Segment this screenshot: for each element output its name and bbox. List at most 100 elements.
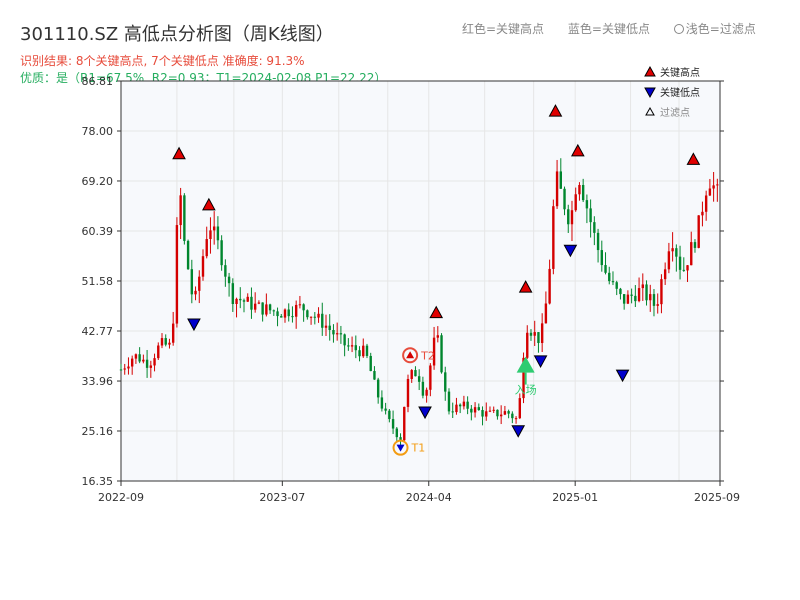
entry-marker [516, 356, 535, 373]
candle-body [194, 290, 197, 295]
candle-body [298, 304, 302, 306]
candle-body [306, 310, 309, 318]
candle-body [302, 304, 305, 311]
candle-body [403, 406, 406, 441]
x-tick-label: 2025-09 [694, 491, 740, 504]
candle-body [417, 376, 421, 382]
candle-body [373, 371, 376, 380]
candle-body [253, 303, 257, 310]
candle-body [425, 389, 428, 396]
key-low-marker [615, 369, 630, 383]
candle-body [179, 195, 182, 226]
candle-body [216, 226, 220, 241]
key-high-marker [202, 197, 216, 211]
legend-low-icon [644, 87, 656, 99]
candle-body [324, 325, 328, 328]
candle-body [481, 410, 484, 417]
legend-blue-label: 蓝色=关键低点 [567, 22, 650, 36]
candle-body [157, 345, 160, 359]
candle-body [414, 370, 417, 377]
candle-body [451, 411, 454, 413]
legend-filtered-icon [645, 106, 655, 116]
candle-body [518, 398, 522, 419]
candle-body [119, 369, 123, 371]
candle-body [462, 401, 466, 407]
candle-body [656, 304, 659, 306]
key-high-marker [686, 152, 701, 165]
candle-body [168, 342, 171, 345]
candle-body [634, 295, 637, 302]
candle-body [220, 240, 223, 266]
candle-body [447, 391, 451, 412]
candle-body [429, 365, 432, 390]
candle-body [641, 284, 644, 289]
candle-body [328, 325, 331, 331]
candle-body [619, 288, 622, 295]
candle-body [380, 397, 384, 409]
y-tick-label: 16.35 [82, 475, 114, 488]
candle-body [637, 288, 641, 302]
candle-body [544, 303, 548, 324]
x-tick-label: 2022-09 [98, 491, 144, 504]
key-high-marker [172, 146, 186, 160]
candle-body [201, 256, 205, 277]
candle-body [466, 401, 469, 409]
candle-body [473, 407, 477, 413]
candle-body [570, 210, 574, 225]
y-tick-label: 60.39 [82, 225, 114, 238]
candle-body [186, 240, 190, 270]
candle-body [455, 404, 458, 413]
t-circle [392, 439, 409, 456]
key-low-marker [533, 355, 548, 368]
candle-body [626, 294, 630, 304]
candle-body [130, 358, 134, 367]
candle-body [675, 248, 678, 257]
candle-body [533, 332, 536, 336]
candle-body [708, 188, 712, 196]
candle-body [537, 332, 540, 344]
candle-body [183, 195, 186, 241]
candle-body [160, 338, 164, 346]
x-tick-label: 2025-01 [552, 491, 598, 504]
candle-body [313, 316, 317, 318]
candle-body [667, 251, 671, 270]
candle-body [242, 300, 246, 302]
candle-body [596, 232, 600, 251]
candle-body [608, 272, 611, 282]
candle-body [712, 185, 715, 189]
legend-entry-label: 关键低点 [660, 86, 700, 99]
candle-body [436, 335, 440, 338]
candle-body [526, 332, 529, 358]
candle-body [470, 408, 473, 413]
candle-body [198, 276, 201, 291]
candle-body [127, 366, 130, 369]
candle-body [376, 379, 380, 398]
candle-body [555, 171, 559, 207]
candle-body [645, 284, 648, 301]
candle-body [410, 370, 413, 379]
candle-body [649, 294, 652, 301]
key-low-marker [511, 425, 526, 438]
candle-body [190, 269, 194, 295]
candle-body [291, 316, 294, 318]
candle-body [492, 409, 495, 411]
x-tick-label: 2023-07 [259, 491, 305, 504]
legend-red-label: 红色=关键高点 [462, 22, 545, 36]
candle-body [716, 184, 719, 186]
t-inner-marker [396, 444, 405, 452]
t-inner-marker [406, 351, 415, 359]
candle-body [563, 188, 566, 210]
candle-body [704, 195, 708, 212]
legend-high-icon [644, 65, 656, 77]
candle-body [600, 250, 603, 266]
color-legend: 红色=关键高点 蓝色=关键低点 浅色=过滤点 [462, 20, 776, 37]
candle-body [365, 345, 369, 356]
candle-body [343, 334, 346, 346]
candle-body [578, 184, 581, 195]
candle-body [663, 269, 667, 280]
candle-body [585, 200, 589, 209]
candle-body [567, 209, 570, 225]
candle-body [145, 359, 149, 368]
candle-body [350, 345, 354, 347]
